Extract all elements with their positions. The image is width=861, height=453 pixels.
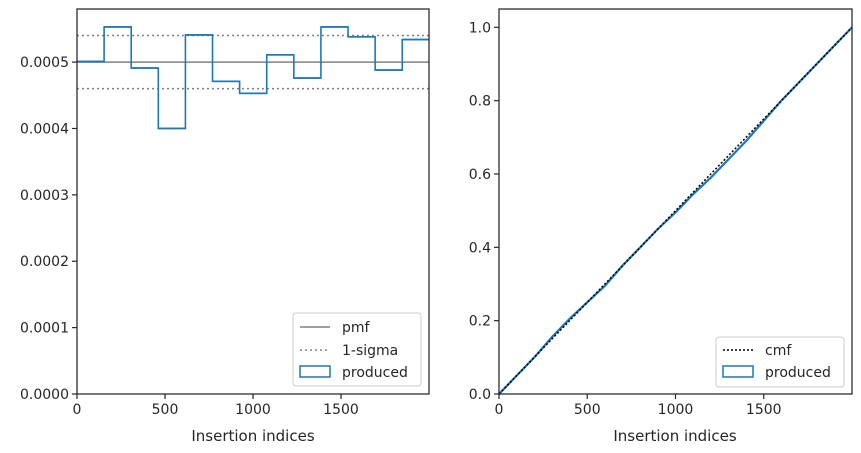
right-xtick-label: 1000 bbox=[658, 402, 694, 418]
right-marks bbox=[498, 26, 853, 395]
right-ytick-label: 0.4 bbox=[469, 240, 491, 256]
right-ytick-label: 0.8 bbox=[469, 94, 491, 110]
left-xtick-label: 1500 bbox=[323, 402, 359, 418]
right-xtick-label: 500 bbox=[574, 402, 601, 418]
legend-produced-swatch-left bbox=[299, 365, 331, 378]
right-ytick-label: 0.0 bbox=[469, 387, 491, 403]
legend-produced-label-left: produced bbox=[342, 365, 408, 381]
right-ytick-label: 0.6 bbox=[469, 167, 491, 183]
left-xlabel: Insertion indices bbox=[191, 427, 314, 445]
legend-produced-swatch-right bbox=[722, 365, 754, 378]
right-xtick-label: 1500 bbox=[746, 402, 782, 418]
left-ticks: 0 500 1000 1500 0.0000 0.0001 0.0002 0.0003 0.00… bbox=[20, 55, 359, 418]
left-panel-histogram: 0 500 1000 1500 0.0000 0.0001 0.0002 0.0003 0.00… bbox=[20, 8, 430, 445]
left-xtick-label: 1000 bbox=[235, 402, 271, 418]
left-xtick-label: 500 bbox=[152, 402, 179, 418]
right-ytick-label: 1.0 bbox=[469, 20, 491, 36]
right-ytick-label: 0.2 bbox=[469, 314, 491, 330]
left-legend-box bbox=[292, 312, 422, 387]
legend-produced-label-right: produced bbox=[765, 365, 831, 381]
left-legend: pmf 1-sigma produced bbox=[292, 312, 422, 387]
legend-pmf-label: pmf bbox=[342, 320, 371, 336]
left-ytick-label: 0.0001 bbox=[20, 321, 69, 337]
cmf-line bbox=[498, 26, 853, 395]
left-ytick-label: 0.0004 bbox=[20, 121, 69, 137]
produced-cdf-line bbox=[498, 26, 853, 395]
left-ytick-label: 0.0000 bbox=[20, 387, 69, 403]
right-panel-cdf: 0 500 1000 1500 0.0 0.2 0.4 0.6 0.8 1.0 Insertion… bbox=[469, 8, 853, 445]
right-ticks: 0 500 1000 1500 0.0 0.2 0.4 0.6 0.8 1.0 bbox=[469, 20, 782, 418]
left-ytick-label: 0.0005 bbox=[20, 55, 69, 71]
left-ytick-label: 0.0003 bbox=[20, 188, 69, 204]
right-xtick-label: 0 bbox=[495, 402, 504, 418]
right-legend: cmf produced bbox=[715, 336, 845, 388]
legend-cmf-label: cmf bbox=[765, 343, 792, 359]
left-ytick-label: 0.0002 bbox=[20, 254, 69, 270]
right-xlabel: Insertion indices bbox=[613, 427, 736, 445]
left-xtick-label: 0 bbox=[73, 402, 82, 418]
legend-sigma-label: 1-sigma bbox=[342, 343, 398, 359]
left-marks bbox=[77, 26, 430, 130]
